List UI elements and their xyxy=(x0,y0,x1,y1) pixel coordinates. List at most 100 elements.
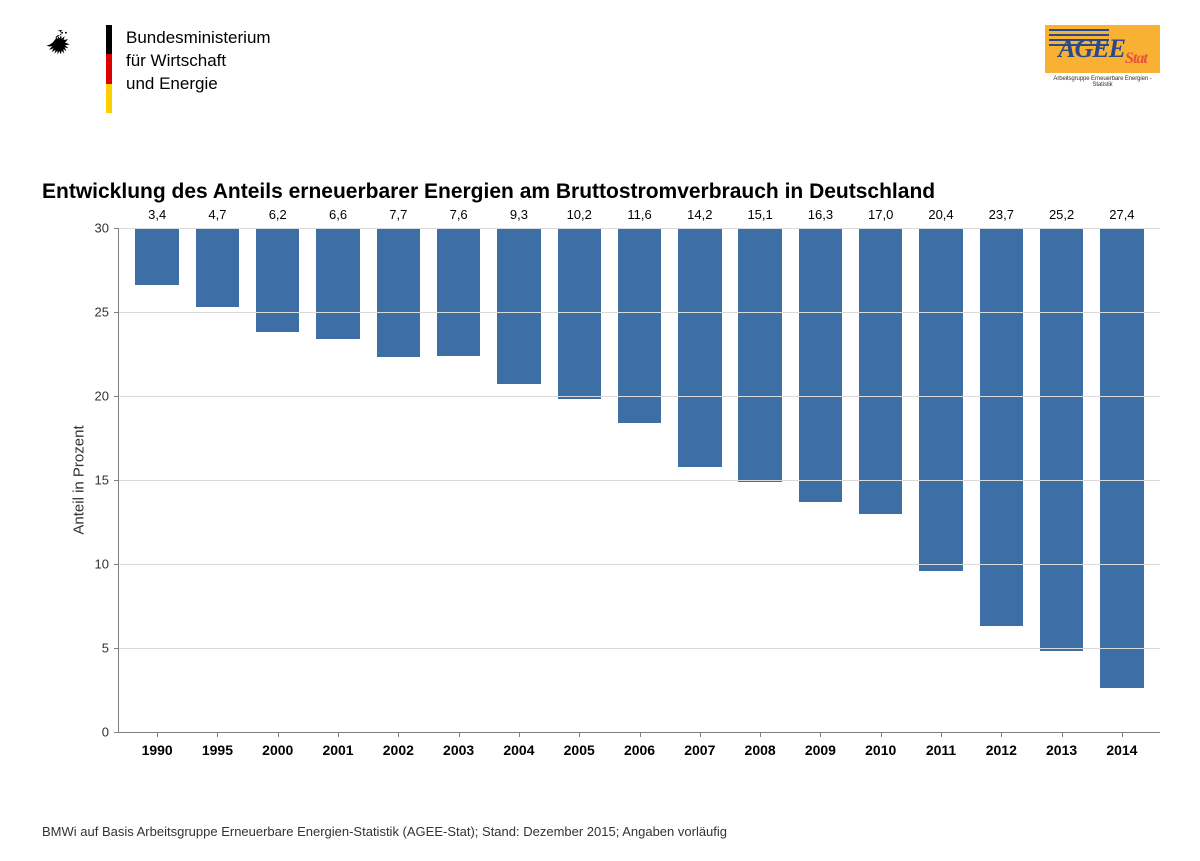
x-tick-mark xyxy=(519,732,520,737)
gridline xyxy=(119,648,1160,649)
bar-value-label: 23,7 xyxy=(989,207,1014,222)
x-tick-mark xyxy=(881,732,882,737)
bar: 9,3 xyxy=(497,228,540,384)
bar-value-label: 14,2 xyxy=(687,207,712,222)
y-tick-mark xyxy=(114,564,119,565)
bar-value-label: 10,2 xyxy=(567,207,592,222)
ministry-name: Bundesministerium für Wirtschaft und Ene… xyxy=(126,25,271,113)
flag-and-ministry-text: Bundesministerium für Wirtschaft und Ene… xyxy=(106,25,271,113)
german-flag-bar-icon xyxy=(106,25,112,113)
x-tick-mark xyxy=(820,732,821,737)
y-tick-label: 5 xyxy=(102,641,109,656)
ministry-logo-block: Bundesministerium für Wirtschaft und Ene… xyxy=(40,25,1160,113)
x-tick-label: 2013 xyxy=(1046,742,1077,758)
x-tick-mark xyxy=(640,732,641,737)
bar: 7,7 xyxy=(377,228,420,357)
chart-area: Anteil in Prozent 3,4 1990 4,7 1995 6,2 2000 6… xyxy=(60,228,1160,773)
y-tick-mark xyxy=(114,396,119,397)
page-header: Bundesministerium für Wirtschaft und Ene… xyxy=(40,25,1160,115)
x-tick-label: 2001 xyxy=(322,742,353,758)
x-tick-mark xyxy=(1122,732,1123,737)
bar: 16,3 xyxy=(799,228,842,502)
x-tick-label: 2000 xyxy=(262,742,293,758)
y-tick-label: 0 xyxy=(102,725,109,740)
x-tick-label: 2014 xyxy=(1106,742,1137,758)
x-tick-label: 2004 xyxy=(503,742,534,758)
bar: 15,1 xyxy=(738,228,781,482)
bar-value-label: 9,3 xyxy=(510,207,528,222)
ministry-line-2: für Wirtschaft xyxy=(126,50,271,73)
bar: 17,0 xyxy=(859,228,902,514)
gridline xyxy=(119,396,1160,397)
y-tick-label: 15 xyxy=(95,473,109,488)
x-tick-label: 2007 xyxy=(684,742,715,758)
bar-value-label: 3,4 xyxy=(148,207,166,222)
x-tick-mark xyxy=(579,732,580,737)
x-tick-label: 2006 xyxy=(624,742,655,758)
x-tick-label: 2009 xyxy=(805,742,836,758)
bar-value-label: 15,1 xyxy=(747,207,772,222)
x-tick-label: 2011 xyxy=(926,742,956,758)
ministry-line-3: und Energie xyxy=(126,73,271,96)
y-tick-label: 20 xyxy=(95,389,109,404)
x-tick-label: 2010 xyxy=(865,742,896,758)
bar: 20,4 xyxy=(919,228,962,571)
y-axis-label: Anteil in Prozent xyxy=(71,425,88,534)
y-tick-mark xyxy=(114,648,119,649)
chart-plot: Anteil in Prozent 3,419904,719956,220006… xyxy=(118,228,1160,733)
german-eagle-icon xyxy=(40,25,88,75)
bar: 14,2 xyxy=(678,228,721,467)
gridline xyxy=(119,480,1160,481)
bar: 7,6 xyxy=(437,228,480,356)
x-tick-label: 2002 xyxy=(383,742,414,758)
bar-value-label: 7,6 xyxy=(450,207,468,222)
gridline xyxy=(119,228,1160,229)
bar-value-label: 25,2 xyxy=(1049,207,1074,222)
chart-title: Entwicklung des Anteils erneuerbarer Ene… xyxy=(42,180,935,204)
bar: 4,7 xyxy=(196,228,239,307)
x-tick-mark xyxy=(941,732,942,737)
agee-subtitle: Arbeitsgruppe Erneuerbare Energien - Sta… xyxy=(1045,76,1160,88)
bar-value-label: 7,7 xyxy=(389,207,407,222)
agee-logo-box: AGEEStat xyxy=(1045,25,1160,73)
y-tick-mark xyxy=(114,228,119,229)
bar: 6,2 xyxy=(256,228,299,332)
bar: 27,4 xyxy=(1100,228,1143,688)
x-tick-mark xyxy=(1062,732,1063,737)
x-tick-label: 1995 xyxy=(202,742,233,758)
bar-value-label: 16,3 xyxy=(808,207,833,222)
bar-value-label: 4,7 xyxy=(208,207,226,222)
y-tick-mark xyxy=(114,480,119,481)
y-tick-label: 25 xyxy=(95,305,109,320)
x-tick-label: 2008 xyxy=(745,742,776,758)
agee-main: AGEE xyxy=(1058,34,1125,63)
bar: 10,2 xyxy=(558,228,601,399)
bar: 3,4 xyxy=(135,228,178,285)
source-note: BMWi auf Basis Arbeitsgruppe Erneuerbare… xyxy=(42,824,727,839)
x-tick-label: 1990 xyxy=(142,742,173,758)
x-tick-mark xyxy=(278,732,279,737)
gridline xyxy=(119,312,1160,313)
bar-value-label: 11,6 xyxy=(627,207,651,222)
y-tick-mark xyxy=(114,312,119,313)
bar: 11,6 xyxy=(618,228,661,423)
bar-value-label: 6,6 xyxy=(329,207,347,222)
x-tick-mark xyxy=(700,732,701,737)
agee-suffix: Stat xyxy=(1125,50,1147,67)
agee-logo-main-text: AGEEStat xyxy=(1058,34,1147,64)
x-tick-mark xyxy=(398,732,399,737)
gridline xyxy=(119,564,1160,565)
bar-value-label: 20,4 xyxy=(928,207,953,222)
x-tick-mark xyxy=(217,732,218,737)
bar: 25,2 xyxy=(1040,228,1083,651)
agee-stat-logo: AGEEStat Arbeitsgruppe Erneuerbare Energ… xyxy=(1045,25,1160,88)
y-tick-label: 10 xyxy=(95,557,109,572)
y-tick-mark xyxy=(114,732,119,733)
x-tick-mark xyxy=(459,732,460,737)
bar: 6,6 xyxy=(316,228,359,339)
ministry-line-1: Bundesministerium xyxy=(126,27,271,50)
x-tick-mark xyxy=(338,732,339,737)
x-tick-mark xyxy=(760,732,761,737)
x-tick-label: 2003 xyxy=(443,742,474,758)
bar: 23,7 xyxy=(980,228,1023,626)
